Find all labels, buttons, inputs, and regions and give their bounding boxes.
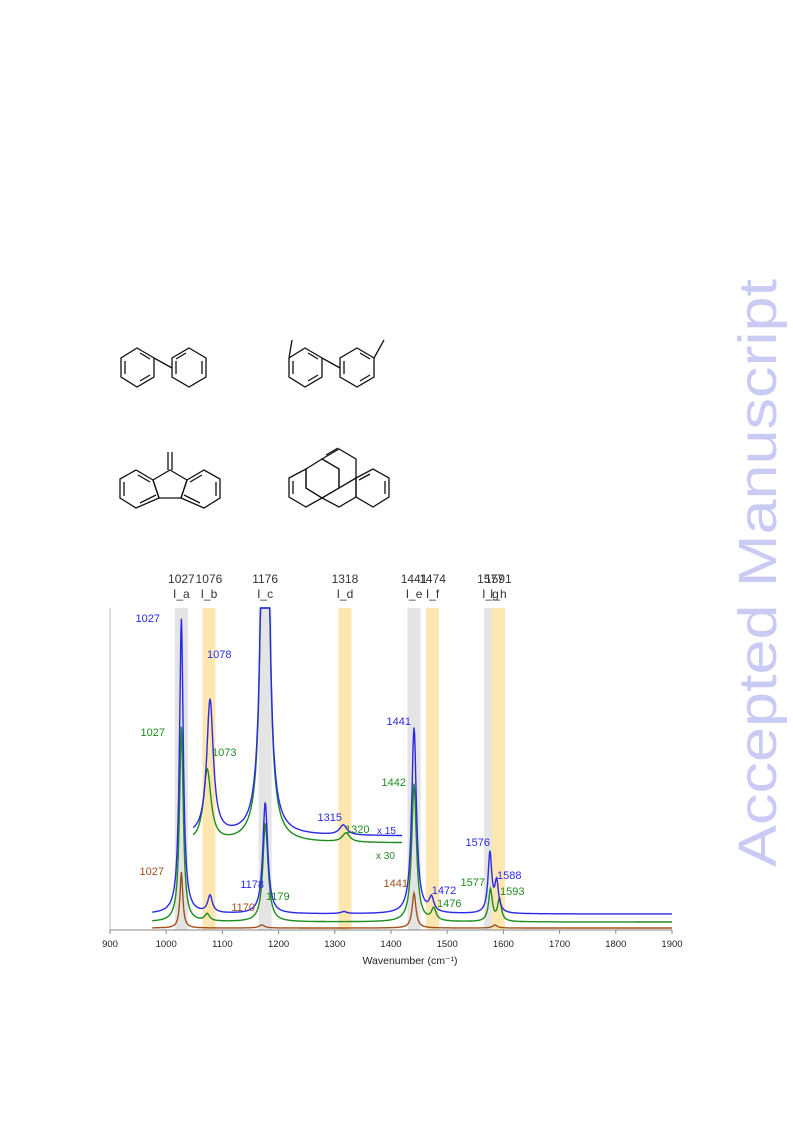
band-name-label: I_h xyxy=(490,587,507,601)
molecule-structures xyxy=(119,339,390,509)
x-tick-label: 1400 xyxy=(380,939,401,950)
watermark-text: Accepted Manuscript xyxy=(728,279,788,867)
x-tick-label: 900 xyxy=(102,939,118,950)
x-tick-label: 1200 xyxy=(268,939,289,950)
peak-label-green: 1073 xyxy=(212,747,236,759)
methylenefluorene-structure xyxy=(119,452,221,509)
band-i-f xyxy=(426,608,440,930)
band-name-label: I_d xyxy=(337,587,354,601)
trace-green-scaled xyxy=(192,607,403,844)
band-position-label: 1027 xyxy=(168,572,195,586)
peak-label-blue: 1178 xyxy=(240,879,264,891)
band-name-label: I_b xyxy=(201,587,218,601)
peak-label-blue: 1588 xyxy=(497,870,521,882)
band-name-label: I_c xyxy=(257,587,273,601)
spectrum-traces xyxy=(152,607,672,929)
x-tick-label: 1800 xyxy=(605,939,626,950)
peak-label-green: 1577 xyxy=(461,877,485,889)
band-position-label: 1591 xyxy=(485,572,512,586)
phenanthrene-structure xyxy=(288,447,390,508)
peak-label-green: 1320 xyxy=(345,824,369,836)
trace-blue xyxy=(152,618,672,915)
band-i-b xyxy=(202,608,216,930)
band-position-label: 1474 xyxy=(419,572,446,586)
peak-label-green: 1442 xyxy=(382,777,406,789)
peak-label-green: 1593 xyxy=(500,886,524,898)
peak-label-blue: 1027 xyxy=(136,613,160,625)
trace-blue-scaled xyxy=(192,607,403,837)
biphenyl-structure xyxy=(120,347,207,388)
peak-label-blue: 1576 xyxy=(466,837,490,849)
scale-factor-label: x 15 xyxy=(377,826,396,837)
x-tick-labels: 900 1000 1100 1200 1300 1400 1500 1600 1700 1800 1… xyxy=(102,930,683,950)
band-name-label: I_f xyxy=(426,587,440,601)
peak-label-green: 1179 xyxy=(266,891,290,903)
peak-label-green: 1027 xyxy=(141,727,165,739)
band-i-h xyxy=(491,608,505,930)
peak-label-blue: 1078 xyxy=(207,649,231,661)
x-tick-label: 1600 xyxy=(493,939,514,950)
peak-label-brown: 1027 xyxy=(140,866,164,878)
band-position-label: 1441 xyxy=(401,572,428,586)
x-tick-label: 1500 xyxy=(437,939,458,950)
band-name-label: I_g xyxy=(482,587,499,601)
band-position-label: 1176 xyxy=(252,572,278,586)
band-name-label: I_a xyxy=(173,587,190,601)
x-tick-label: 1100 xyxy=(212,939,232,950)
peak-label-green: 1476 xyxy=(437,898,461,910)
peak-label-blue: 1441 xyxy=(387,716,411,728)
x-axis-label: Wavenumber (cm⁻¹) xyxy=(363,955,458,967)
x-tick-label: 1900 xyxy=(661,939,682,950)
band-position-label: 1318 xyxy=(332,572,359,586)
peak-label-blue: 1472 xyxy=(432,885,456,897)
highlight-bands xyxy=(174,608,505,930)
band-position-label: 1577 xyxy=(477,572,504,586)
x-tick-label: 1000 xyxy=(156,939,177,950)
trace-green xyxy=(152,726,672,923)
band-position-label: 1076 xyxy=(196,572,223,586)
watermark: Accepted Manuscript xyxy=(728,277,788,867)
scale-factor-label: x 30 xyxy=(376,851,395,862)
dimethylbiphenyl-structure xyxy=(288,339,385,388)
peak-label-blue: 1315 xyxy=(318,812,342,824)
band-labels: 1027I_a1076I_b1176I_c1318I_d1441I_e1474I… xyxy=(168,572,512,601)
peak-label-brown: 1170 xyxy=(231,902,255,914)
peak-label-brown: 1441 xyxy=(384,878,408,890)
x-tick-label: 1300 xyxy=(324,939,345,950)
trace-brown xyxy=(152,871,672,929)
x-tick-label: 1700 xyxy=(549,939,570,950)
band-name-label: I_e xyxy=(406,587,423,601)
peak-labels: 1027 1078 1178 1315 1441 1472 1576 1588 1027 1073… xyxy=(136,613,525,914)
band-i-d xyxy=(338,608,352,930)
